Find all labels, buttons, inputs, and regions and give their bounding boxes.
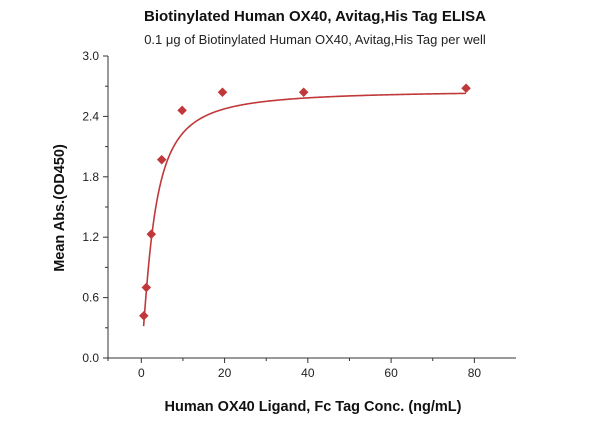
chart-subtitle: 0.1 μg of Biotinylated Human OX40, Avita…	[144, 32, 486, 47]
x-tick-label: 20	[218, 366, 232, 380]
y-tick-label: 1.8	[82, 170, 99, 184]
data-point	[461, 83, 471, 93]
y-tick-label: 3.0	[82, 49, 99, 63]
data-point	[156, 154, 167, 165]
x-tick-label: 0	[138, 366, 145, 380]
fit-curve	[142, 92, 467, 327]
y-axis-label: Mean Abs.(OD450)	[52, 144, 68, 272]
y-tick-label: 0.6	[82, 291, 99, 305]
data-point	[217, 87, 228, 98]
x-axis-label: Human OX40 Ligand, Fc Tag Conc. (ng/mL)	[165, 399, 462, 415]
data-point	[146, 229, 157, 239]
data-point	[177, 105, 187, 116]
y-tick-label: 1.2	[82, 230, 99, 244]
plot-area: 0.0 0.6 1.2 1.8 2.4 3.0 0 20 40 60 80	[82, 49, 516, 380]
chart-title: Biotinylated Human OX40, Avitag,His Tag …	[144, 8, 486, 25]
data-point	[298, 87, 309, 98]
x-tick-label: 60	[384, 366, 398, 380]
x-tick-label: 80	[468, 366, 482, 380]
data-point	[141, 282, 152, 293]
data-point	[139, 310, 149, 321]
y-tick-label: 0.0	[82, 351, 99, 365]
y-tick-label: 2.4	[82, 109, 99, 123]
x-tick-label: 40	[301, 366, 315, 380]
